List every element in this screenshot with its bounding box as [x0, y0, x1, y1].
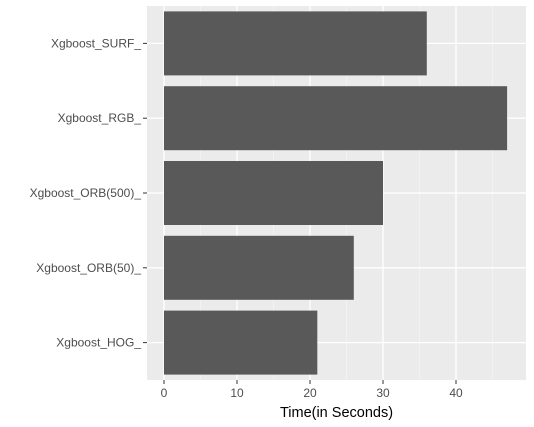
y-tick-label: Xgboost_HOG_	[56, 336, 141, 350]
bar	[164, 86, 508, 151]
y-tick-label: Xgboost_RGB_	[58, 111, 142, 125]
bar	[164, 11, 427, 76]
y-axis-ticks	[143, 42, 147, 344]
y-axis-tick-labels: Xgboost_SURF_ Xgboost_RGB_ Xgboost_ORB(500…	[30, 36, 142, 349]
x-tick-label: 30	[376, 386, 390, 400]
bar	[164, 310, 318, 375]
y-tick-label: Xgboost_ORB(50)_	[36, 261, 141, 275]
bar	[164, 235, 354, 300]
x-tick-label: 0	[161, 386, 168, 400]
x-tick-label: 40	[449, 386, 463, 400]
x-tick-label: 10	[230, 386, 244, 400]
y-tick-label: Xgboost_SURF_	[51, 36, 141, 50]
x-axis-tick-labels: 0 10 20 30 40	[161, 386, 463, 400]
x-axis-title: Time(in Seconds)	[280, 405, 393, 421]
x-axis-ticks	[163, 380, 457, 384]
y-tick-label: Xgboost_ORB(500)_	[30, 186, 142, 200]
bar	[164, 161, 383, 225]
bars	[164, 11, 508, 375]
x-tick-label: 20	[303, 386, 317, 400]
